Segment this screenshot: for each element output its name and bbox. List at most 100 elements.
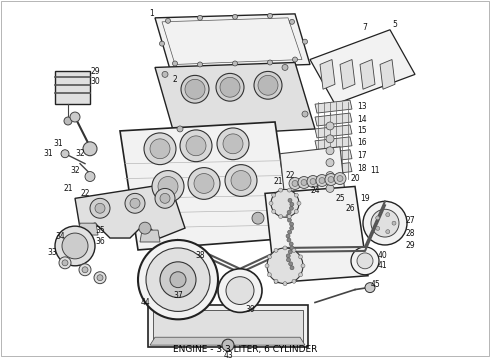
Text: 15: 15 [357, 126, 367, 135]
Circle shape [307, 176, 319, 188]
Polygon shape [280, 147, 345, 200]
Text: 17: 17 [357, 151, 367, 160]
Text: 20: 20 [350, 174, 360, 183]
Text: 21: 21 [273, 177, 283, 186]
Polygon shape [315, 125, 352, 138]
Text: 19: 19 [360, 194, 370, 203]
Circle shape [392, 221, 396, 225]
Text: ENGINE - 3.3 LITER, 6 CYLINDER: ENGINE - 3.3 LITER, 6 CYLINDER [173, 345, 317, 354]
Text: 29: 29 [405, 242, 415, 251]
Polygon shape [310, 30, 415, 104]
Circle shape [194, 174, 214, 193]
Text: 32: 32 [75, 149, 85, 158]
Circle shape [286, 254, 290, 258]
Circle shape [97, 275, 103, 281]
Circle shape [160, 41, 165, 46]
Text: 28: 28 [405, 229, 415, 238]
Circle shape [337, 176, 343, 181]
Text: 5: 5 [392, 20, 397, 29]
Polygon shape [360, 59, 375, 89]
Circle shape [197, 15, 202, 20]
Text: 13: 13 [357, 102, 367, 111]
Circle shape [177, 126, 183, 132]
Circle shape [326, 135, 334, 143]
Circle shape [292, 180, 298, 186]
Circle shape [376, 216, 380, 220]
Circle shape [292, 248, 296, 252]
Polygon shape [78, 223, 98, 235]
Circle shape [283, 282, 287, 285]
Circle shape [325, 174, 337, 185]
Circle shape [288, 218, 292, 222]
Text: 16: 16 [357, 138, 367, 147]
Text: 7: 7 [363, 23, 368, 32]
Circle shape [170, 272, 186, 288]
Circle shape [294, 193, 298, 197]
Polygon shape [315, 113, 352, 126]
Circle shape [363, 201, 407, 245]
Circle shape [62, 260, 68, 266]
Circle shape [188, 168, 220, 199]
Polygon shape [120, 122, 292, 250]
Circle shape [365, 283, 375, 293]
Circle shape [274, 279, 278, 283]
Circle shape [386, 230, 390, 234]
Circle shape [271, 210, 276, 213]
Polygon shape [155, 14, 310, 69]
Text: 21: 21 [63, 184, 73, 193]
Polygon shape [150, 337, 305, 345]
Text: 45: 45 [370, 280, 380, 289]
Circle shape [160, 262, 196, 297]
Circle shape [217, 128, 249, 160]
Circle shape [268, 60, 272, 65]
Circle shape [286, 234, 290, 238]
Polygon shape [315, 100, 352, 113]
Circle shape [288, 198, 292, 202]
Circle shape [146, 248, 210, 311]
Circle shape [222, 339, 234, 351]
Circle shape [247, 289, 251, 293]
Polygon shape [265, 186, 368, 283]
Circle shape [271, 193, 276, 197]
Circle shape [79, 264, 91, 276]
Circle shape [83, 142, 97, 156]
Text: 26: 26 [345, 204, 355, 213]
Circle shape [138, 240, 218, 319]
Circle shape [234, 296, 238, 300]
Text: 31: 31 [43, 149, 53, 158]
Text: 40: 40 [377, 251, 387, 260]
Circle shape [160, 193, 170, 203]
Circle shape [254, 71, 282, 99]
Circle shape [298, 176, 310, 188]
Polygon shape [340, 59, 355, 89]
Circle shape [319, 177, 325, 184]
Circle shape [166, 18, 171, 23]
Circle shape [61, 150, 69, 158]
Circle shape [152, 171, 184, 202]
Circle shape [232, 61, 238, 66]
Text: 34: 34 [55, 231, 65, 240]
Circle shape [172, 61, 177, 66]
Circle shape [290, 202, 294, 206]
Text: 31: 31 [53, 139, 63, 148]
Circle shape [297, 201, 301, 205]
Circle shape [290, 246, 294, 250]
Text: 2: 2 [172, 75, 177, 84]
Circle shape [95, 203, 105, 213]
Circle shape [289, 242, 293, 246]
Text: 22: 22 [285, 171, 295, 180]
Circle shape [271, 189, 299, 217]
Circle shape [286, 214, 290, 218]
Circle shape [289, 262, 293, 266]
Text: 36: 36 [95, 238, 105, 247]
Circle shape [234, 281, 238, 285]
Circle shape [328, 176, 334, 183]
Circle shape [301, 180, 307, 185]
Circle shape [59, 257, 71, 269]
Circle shape [283, 246, 287, 250]
Circle shape [287, 258, 291, 262]
Circle shape [287, 188, 292, 192]
Circle shape [326, 184, 334, 192]
Circle shape [186, 136, 206, 156]
Text: 29: 29 [90, 67, 100, 76]
